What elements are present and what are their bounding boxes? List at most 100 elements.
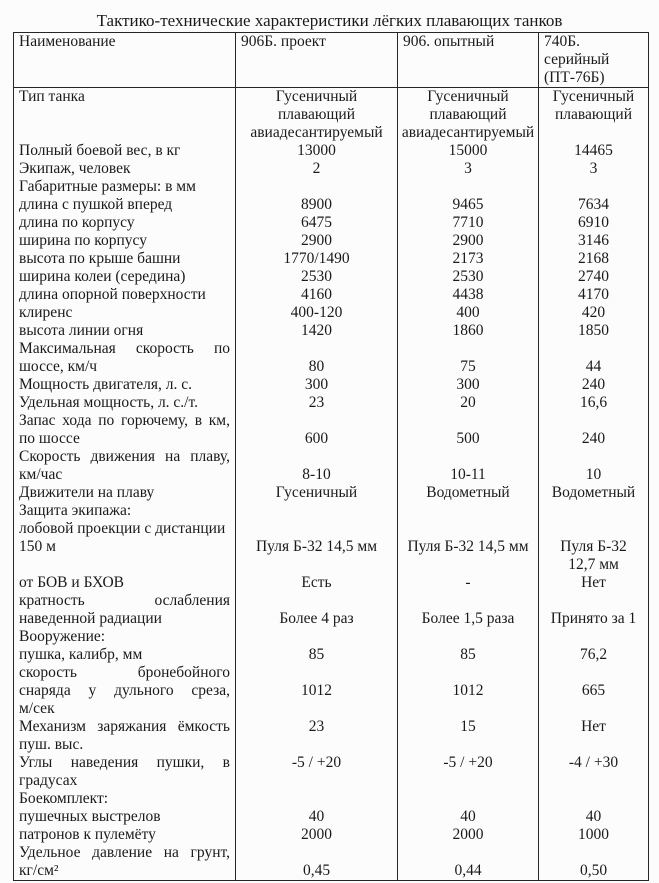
row-value: 4160 <box>235 286 398 304</box>
row-label: Удельное давление на грунт, кг/см² <box>13 844 236 881</box>
row-value: 0,44 <box>397 844 539 881</box>
row-value: 3 <box>538 160 649 178</box>
table-row: лобовой проекции с дистанции 150 м Пуля Б… <box>13 520 649 574</box>
row-value: 4438 <box>397 286 539 304</box>
row-value <box>538 178 649 196</box>
row-label: Скорость движения на плаву, км/час <box>13 448 236 484</box>
row-value: 2000 <box>235 826 398 844</box>
row-value: 6475 <box>235 214 398 232</box>
table-row: Удельная мощность, л. с./т. 23 20 16,6 <box>13 394 649 412</box>
row-value: Гусеничный плавающий авиадесантируемый <box>397 87 539 142</box>
table-row: патронов к пулемёту 2000 2000 1000 <box>13 826 649 844</box>
row-label: скорость бронебойного снаряда у дульного … <box>13 664 236 718</box>
table-row: Защита экипажа: <box>13 502 649 520</box>
row-value: 600 <box>235 412 398 448</box>
row-label: кратность ослабления наведенной радиации <box>13 592 236 628</box>
row-value: 40 <box>235 808 398 826</box>
row-value <box>397 628 539 646</box>
row-value: 10 <box>538 448 649 484</box>
row-value: 80 <box>235 340 398 376</box>
table-row: Удельное давление на грунт, кг/см² 0,45 0,4… <box>13 844 649 881</box>
row-value: 665 <box>538 664 649 718</box>
table-row: длина опорной поверхности 4160 4438 4170 <box>13 286 649 304</box>
row-label: Тип танка <box>13 87 236 142</box>
row-value: Водометный <box>397 484 539 502</box>
table-row: пушечных выстрелов 40 40 40 <box>13 808 649 826</box>
row-value: 85 <box>235 646 398 664</box>
row-value: 16,6 <box>538 394 649 412</box>
row-label: пушка, калибр, мм <box>13 646 236 664</box>
table-body: Тип танка Гусеничный плавающий авиадесантир… <box>13 87 649 881</box>
row-label: Боекомплект: <box>13 790 236 808</box>
row-value: 2000 <box>397 826 539 844</box>
row-value: 300 <box>397 376 539 394</box>
table-row: от БОВ и БХОВ Есть - Нет <box>13 574 649 592</box>
table-row: Максимальная скорость по шоссе, км/ч 80 75 4… <box>13 340 649 376</box>
row-value: 1012 <box>397 664 539 718</box>
row-value: Более 4 раз <box>235 592 398 628</box>
table-row: Габаритные размеры: в мм <box>13 178 649 196</box>
row-label: Защита экипажа: <box>13 502 236 520</box>
table-row: Запас хода по горючему, в км, по шоссе 600… <box>13 412 649 448</box>
table-row: ширина колеи (середина) 2530 2530 2740 <box>13 268 649 286</box>
page-title: Тактико-технические характеристики лёгки… <box>96 11 563 30</box>
row-value: -5 / +20 <box>397 754 539 790</box>
table-row: Экипаж, человек 2 3 3 <box>13 160 649 178</box>
row-value: 2173 <box>397 250 539 268</box>
row-value: 0,45 <box>235 844 398 881</box>
row-value: 85 <box>397 646 539 664</box>
row-value: 2900 <box>235 232 398 250</box>
row-value: Более 1,5 раза <box>397 592 539 628</box>
row-label: Механизм заряжания ёмкость пуш. выс. <box>13 718 236 754</box>
row-value: 1000 <box>538 826 649 844</box>
row-value <box>235 628 398 646</box>
row-value: Гусеничный плавающий <box>538 87 649 142</box>
row-value: 6910 <box>538 214 649 232</box>
row-value: 1850 <box>538 322 649 340</box>
row-value <box>235 790 398 808</box>
row-value: 10-11 <box>397 448 539 484</box>
row-value <box>397 502 539 520</box>
row-value: 9465 <box>397 196 539 214</box>
row-value: Пуля Б-32 14,5 мм <box>397 520 539 574</box>
row-value: 44 <box>538 340 649 376</box>
table-row: Мощность двигателя, л. с. 300 300 240 <box>13 376 649 394</box>
row-value: - <box>397 574 539 592</box>
row-value: Пуля Б-32 14,5 мм <box>235 520 398 574</box>
row-label: Экипаж, человек <box>13 160 236 178</box>
table-row: Тип танка Гусеничный плавающий авиадесантир… <box>13 87 649 142</box>
row-label: длина с пушкой вперед <box>13 196 236 214</box>
row-value: Водометный <box>538 484 649 502</box>
specs-table: Наименование 906Б. проект 906. опытный 740Б… <box>13 32 649 881</box>
table-row: Скорость движения на плаву, км/час 8-10 10-… <box>13 448 649 484</box>
row-value: Пуля Б-32 12,7 мм <box>538 520 649 574</box>
row-value: -4 / +30 <box>538 754 649 790</box>
row-value: 23 <box>235 718 398 754</box>
row-value: 0,50 <box>538 844 649 881</box>
row-value: 7634 <box>538 196 649 214</box>
row-label: от БОВ и БХОВ <box>13 574 236 592</box>
row-value: 40 <box>397 808 539 826</box>
table-row: кратность ослабления наведенной радиации Б… <box>13 592 649 628</box>
column-header: Наименование <box>13 32 236 88</box>
row-value: 2740 <box>538 268 649 286</box>
row-value: 15000 <box>397 142 539 160</box>
row-value <box>397 178 539 196</box>
row-value: 15 <box>397 718 539 754</box>
row-value: 1420 <box>235 322 398 340</box>
row-value: 300 <box>235 376 398 394</box>
row-value: 400 <box>397 304 539 322</box>
row-value: 20 <box>397 394 539 412</box>
row-value: 1770/1490 <box>235 250 398 268</box>
row-label: Удельная мощность, л. с./т. <box>13 394 236 412</box>
row-value: 400-120 <box>235 304 398 322</box>
row-label: Максимальная скорость по шоссе, км/ч <box>13 340 236 376</box>
row-label: Вооружение: <box>13 628 236 646</box>
row-value <box>235 178 398 196</box>
row-value <box>397 790 539 808</box>
row-value: 500 <box>397 412 539 448</box>
table-row: ширина по корпусу 2900 2900 3146 <box>13 232 649 250</box>
table-row: высота по крыше башни 1770/1490 2173 2168 <box>13 250 649 268</box>
table-row: Боекомплект: <box>13 790 649 808</box>
